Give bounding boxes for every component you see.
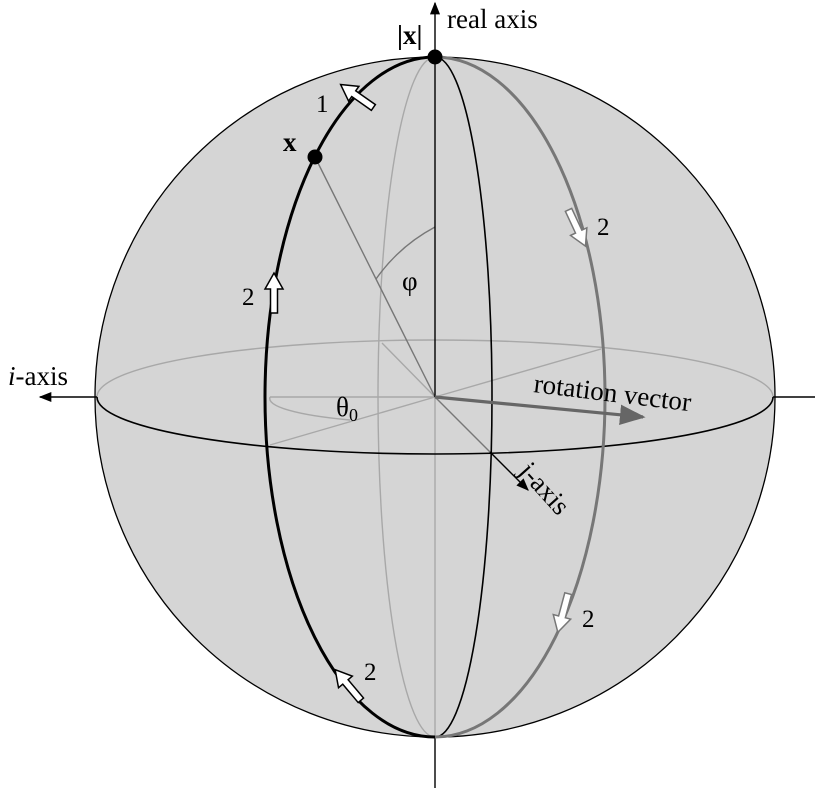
real-axis-label: real axis: [447, 4, 538, 34]
theta0-angle-arc: [268, 396, 351, 421]
j-axis-arrow: [489, 451, 529, 491]
i-axis-label-suffix: -axis: [16, 361, 68, 391]
abs-x-label: |x|: [397, 20, 422, 50]
theta0-subscript: 0: [349, 405, 358, 425]
path-direction-arrows: [263, 83, 588, 704]
step2-label-right-bottom: 2: [582, 606, 595, 633]
theta0-label: θ0: [336, 392, 358, 425]
phi-angle-arc: [375, 226, 436, 280]
projection-line-back: [434, 348, 602, 398]
arrow-step2-left-up: [263, 271, 285, 314]
i-axis-label-italic: i: [8, 361, 16, 391]
arrow-step2-right-bottom: [552, 591, 573, 634]
step1-label: 1: [316, 91, 329, 118]
arrow-step2-bottom: [334, 668, 365, 704]
point-x: [307, 149, 323, 165]
angle-lines: [314, 156, 491, 453]
projection-line-front: [269, 396, 436, 446]
rotation-vector-arrow: [434, 395, 646, 425]
step2-label-left: 2: [242, 284, 255, 311]
equator-front-arc: [96, 396, 774, 455]
theta0-symbol: θ: [336, 392, 349, 422]
arrow-step1: [339, 83, 377, 112]
step2-label-bottom: 2: [364, 659, 377, 686]
radius-to-x: [314, 156, 436, 398]
x-label: x: [283, 127, 297, 157]
point-abs-x: [427, 49, 443, 65]
rotated-meridian-gray: [434, 55, 607, 739]
meridian-front-right: [434, 56, 493, 738]
step2-label-right-top: 2: [597, 214, 610, 241]
i-axis-label: i-axis: [8, 361, 68, 391]
arrow-step2-right-top: [564, 207, 588, 248]
phi-label: φ: [402, 266, 418, 296]
j-axis-inner: [434, 396, 491, 453]
j-axis-back-line: [381, 342, 436, 398]
